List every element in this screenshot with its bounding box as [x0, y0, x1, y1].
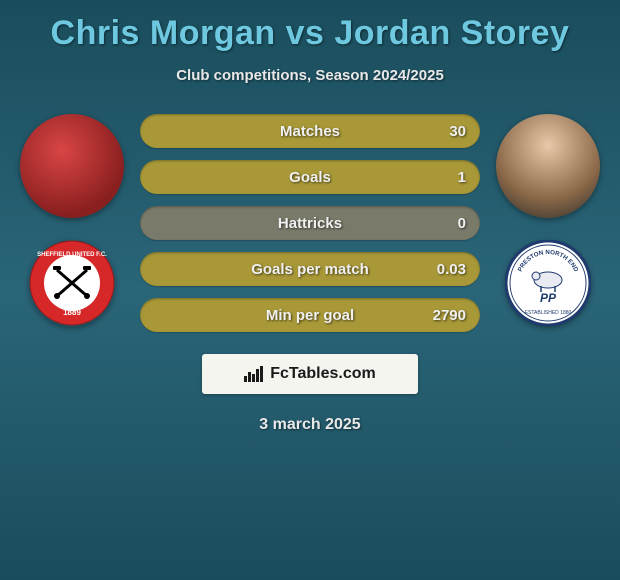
main-row: SHEFFIELD UNITED F.C. 1889 Matches 30 [0, 114, 620, 332]
stat-right-value: 0.03 [437, 261, 466, 278]
stat-bar-hattricks: Hattricks 0 [140, 206, 480, 240]
stat-label: Goals per match [251, 261, 369, 278]
date-label: 3 march 2025 [259, 416, 360, 434]
sheffield-badge-icon: SHEFFIELD UNITED F.C. 1889 [29, 240, 115, 326]
stat-bar-matches: Matches 30 [140, 114, 480, 148]
bar-chart-icon [244, 366, 264, 382]
stats-column: Matches 30 Goals 1 Hattricks 0 Goals per… [140, 114, 480, 332]
right-club-founded: ESTABLISHED 1880 [525, 310, 572, 316]
stat-right-value: 1 [458, 169, 466, 186]
left-club-year: 1889 [63, 308, 81, 317]
season-subtitle: Club competitions, Season 2024/2025 [176, 67, 444, 84]
stat-bar-mpg: Min per goal 2790 [140, 298, 480, 332]
stat-right-value: 30 [449, 123, 466, 140]
right-column: PRESTON NORTH END PP ESTABLISHED 1880 [488, 114, 608, 326]
stat-right-value: 2790 [433, 307, 466, 324]
branding-box[interactable]: FcTables.com [202, 354, 418, 394]
stat-label: Hattricks [278, 215, 342, 232]
right-club-motto: PP [540, 291, 557, 305]
stat-right-value: 0 [458, 215, 466, 232]
preston-badge-icon: PRESTON NORTH END PP ESTABLISHED 1880 [505, 240, 591, 326]
club-right-badge: PRESTON NORTH END PP ESTABLISHED 1880 [505, 240, 591, 326]
page-title: Chris Morgan vs Jordan Storey [51, 14, 570, 53]
player-left-avatar [20, 114, 124, 218]
stat-label: Goals [289, 169, 331, 186]
comparison-card: Chris Morgan vs Jordan Storey Club compe… [0, 0, 620, 434]
player-right-avatar [496, 114, 600, 218]
stat-label: Matches [280, 123, 340, 140]
stat-bar-goals: Goals 1 [140, 160, 480, 194]
club-left-badge: SHEFFIELD UNITED F.C. 1889 [29, 240, 115, 326]
branding-text: FcTables.com [270, 365, 376, 383]
stat-bar-gpm: Goals per match 0.03 [140, 252, 480, 286]
stat-label: Min per goal [266, 307, 354, 324]
svg-text:SHEFFIELD UNITED F.C.: SHEFFIELD UNITED F.C. [37, 252, 107, 258]
left-column: SHEFFIELD UNITED F.C. 1889 [12, 114, 132, 326]
